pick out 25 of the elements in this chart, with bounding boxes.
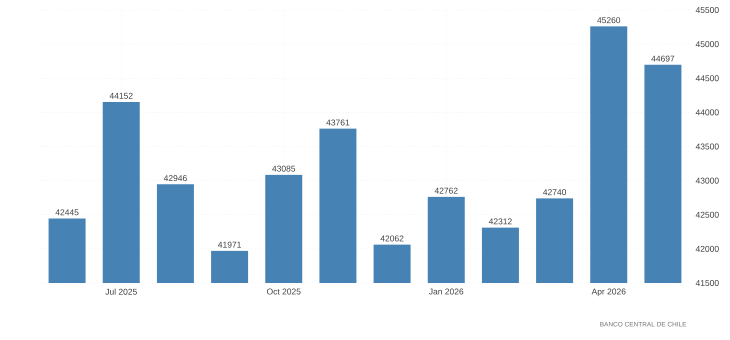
data-label: 41971	[218, 242, 241, 248]
data-label: 44697	[651, 56, 674, 62]
data-label: 42762	[434, 188, 458, 194]
y-tick-label: 44000	[696, 109, 719, 116]
data-label: 43085	[272, 166, 296, 172]
x-tick-label: Jan 2026	[428, 288, 464, 295]
y-tick-label: 45500	[696, 7, 719, 13]
data-label: 42740	[543, 189, 566, 196]
data-label: 43761	[326, 119, 350, 126]
data-label: 45260	[597, 17, 620, 24]
data-label: 42312	[488, 218, 512, 224]
y-tick-label: 42500	[696, 212, 719, 218]
data-label: 42062	[380, 235, 404, 242]
data-label: 44152	[110, 92, 133, 99]
y-tick-label: 43000	[696, 178, 719, 184]
y-tick-label: 43500	[696, 144, 719, 150]
x-tick-label: Apr 2026	[592, 288, 626, 296]
y-tick-label: 41500	[696, 280, 719, 286]
y-tick-label: 44500	[696, 75, 719, 82]
y-tick-label: 42000	[696, 246, 719, 252]
y-tick-label: 45000	[696, 41, 719, 48]
data-label: 42445	[56, 209, 79, 216]
x-tick-label: Jul 2025	[105, 288, 137, 295]
x-tick-label: Oct 2025	[266, 288, 301, 295]
data-label: 42946	[164, 175, 187, 182]
